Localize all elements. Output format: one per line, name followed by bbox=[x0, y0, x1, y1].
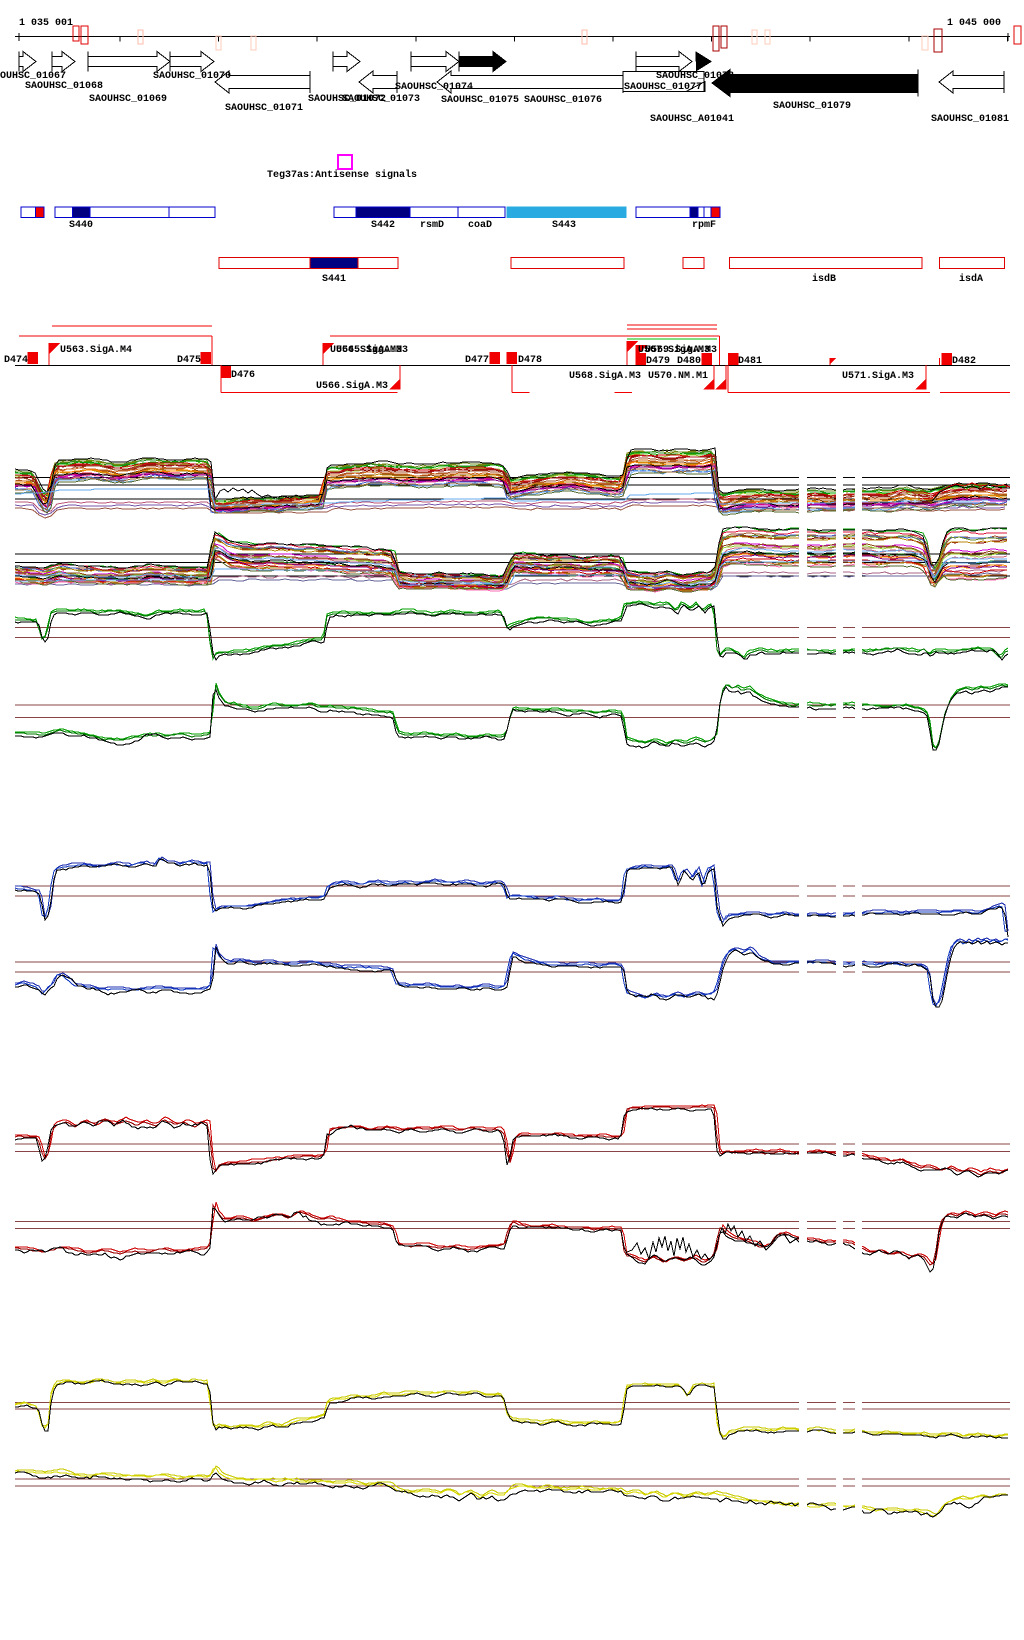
svg-text:S442: S442 bbox=[371, 220, 395, 231]
svg-text:SAOUHSC_01078: SAOUHSC_01078 bbox=[656, 71, 734, 82]
svg-text:rsmD: rsmD bbox=[420, 220, 444, 231]
svg-text:isdB: isdB bbox=[812, 273, 836, 285]
svg-text:U563.SigA.M4: U563.SigA.M4 bbox=[60, 344, 132, 356]
svg-text:U565.SigA.M3: U565.SigA.M3 bbox=[336, 344, 408, 356]
svg-text:SAOUHSC_01074: SAOUHSC_01074 bbox=[395, 82, 473, 93]
svg-text:SAOUHSC_01068: SAOUHSC_01068 bbox=[25, 81, 103, 92]
svg-text:SAOUHSC_01073: SAOUHSC_01073 bbox=[342, 94, 420, 105]
svg-text:coaD: coaD bbox=[468, 220, 492, 231]
svg-text:SAOUHSC_01076: SAOUHSC_01076 bbox=[524, 95, 602, 106]
svg-text:SAOUHSC_01075: SAOUHSC_01075 bbox=[441, 95, 519, 106]
svg-text:S440: S440 bbox=[69, 220, 93, 231]
svg-text:D477: D477 bbox=[465, 355, 489, 366]
svg-text:D480: D480 bbox=[677, 356, 701, 367]
svg-text:U569.SigA.M3: U569.SigA.M3 bbox=[645, 344, 717, 356]
svg-text:SAOUHSC_01072: SAOUHSC_01072 bbox=[308, 94, 386, 105]
svg-text:SAOUHSC_01079: SAOUHSC_01079 bbox=[773, 101, 851, 112]
svg-text:SAOUHSC_A01041: SAOUHSC_A01041 bbox=[650, 114, 734, 125]
svg-text:D476: D476 bbox=[231, 370, 255, 381]
svg-text:U566.SigA.M3: U566.SigA.M3 bbox=[316, 380, 388, 392]
svg-text:isdA: isdA bbox=[959, 273, 983, 285]
svg-text:SAOUHSC_01077: SAOUHSC_01077 bbox=[624, 82, 702, 93]
svg-text:D475: D475 bbox=[177, 355, 201, 366]
svg-text:rpmF: rpmF bbox=[692, 220, 716, 231]
svg-text:U564.SigA.M3: U564.SigA.M3 bbox=[330, 344, 402, 356]
svg-text:1 035 001: 1 035 001 bbox=[19, 18, 73, 29]
svg-text:D478: D478 bbox=[518, 355, 542, 366]
svg-text:SAOUHSC_01069: SAOUHSC_01069 bbox=[89, 94, 167, 105]
svg-text:SAOUHSC_01071: SAOUHSC_01071 bbox=[225, 103, 303, 114]
svg-text:D474: D474 bbox=[4, 355, 28, 366]
svg-text:U571.SigA.M3: U571.SigA.M3 bbox=[842, 370, 914, 382]
svg-text:D481: D481 bbox=[738, 356, 762, 367]
svg-text:D482: D482 bbox=[952, 356, 976, 367]
svg-text:D479: D479 bbox=[646, 356, 670, 367]
svg-text:S443: S443 bbox=[552, 220, 576, 231]
svg-text:SAOUHSC_01070: SAOUHSC_01070 bbox=[153, 71, 231, 82]
svg-text:SAOUHSC_01081: SAOUHSC_01081 bbox=[931, 114, 1009, 125]
svg-text:OUHSC_01067: OUHSC_01067 bbox=[0, 71, 66, 82]
svg-text:Teg37as:Antisense signals: Teg37as:Antisense signals bbox=[267, 169, 417, 181]
svg-text:U567.SigA.M3: U567.SigA.M3 bbox=[638, 344, 710, 356]
svg-text:S441: S441 bbox=[322, 274, 346, 285]
svg-text:U568.SigA.M3: U568.SigA.M3 bbox=[569, 370, 641, 382]
svg-text:1 045 000: 1 045 000 bbox=[947, 18, 1001, 29]
svg-text:U570.NM.M1: U570.NM.M1 bbox=[648, 371, 708, 382]
